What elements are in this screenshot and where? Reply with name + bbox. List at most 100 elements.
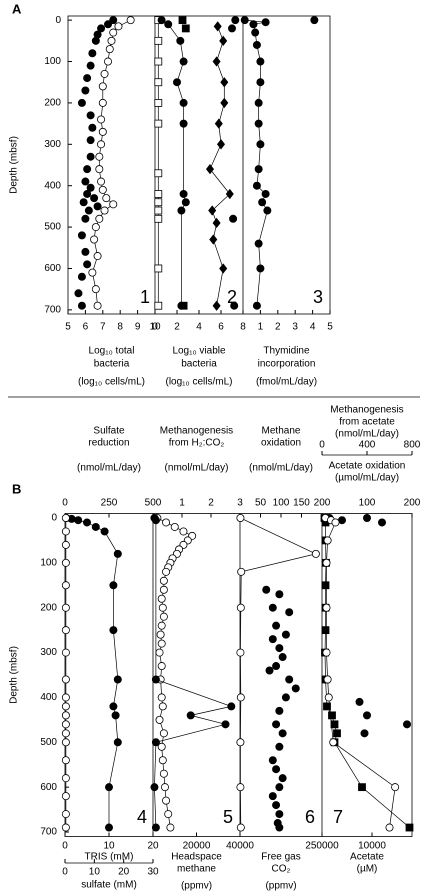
data-point [159, 769, 168, 778]
data-point [159, 585, 168, 594]
data-point [240, 16, 249, 25]
data-point [157, 662, 166, 671]
data-point [252, 40, 261, 49]
x-axis-label: Log₁₀ viable [172, 346, 226, 357]
y-tick-label: 500 [40, 737, 57, 748]
data-point [105, 783, 114, 792]
data-point [221, 720, 230, 729]
data-point [251, 28, 260, 37]
data-point [208, 205, 217, 216]
data-point [81, 247, 90, 256]
panel-number: 7 [333, 807, 343, 827]
data-point [278, 774, 287, 783]
x-tick-label: 7 [100, 322, 106, 333]
data-point [157, 621, 166, 630]
data-point [61, 693, 70, 702]
y-tick-label: 300 [40, 647, 57, 658]
data-point [61, 702, 70, 711]
y-axis-label: Depth (mbsf) [9, 646, 20, 704]
data-point [61, 648, 70, 657]
data-point [61, 540, 70, 549]
panel-number: 5 [223, 807, 233, 827]
y-tick-label: 100 [44, 56, 61, 67]
data-point [77, 98, 86, 107]
x-axis-label: Headspace [171, 852, 222, 863]
data-point [61, 603, 70, 612]
data-point [97, 140, 106, 149]
data-point [329, 738, 338, 747]
y-tick-label: 400 [44, 180, 61, 191]
top-tick-label: 500 [145, 498, 162, 509]
data-point [97, 115, 106, 124]
data-point [323, 702, 331, 711]
data-point [157, 16, 166, 25]
panel-number: 1 [140, 287, 150, 307]
data-point [262, 585, 271, 594]
x2-tick-label: 10 [89, 867, 101, 878]
top-axis-label: Methanogenesis [160, 426, 233, 437]
x-tick-label: 8 [117, 322, 123, 333]
x-tick-label: 2 [174, 322, 180, 333]
data-point [159, 576, 168, 585]
x-tick-label: 40000 [226, 841, 254, 852]
data-point [263, 206, 272, 215]
data-point [151, 738, 160, 747]
data-point [150, 783, 159, 792]
data-point [272, 662, 281, 671]
data-point [88, 49, 97, 58]
data-point [77, 301, 86, 310]
x-tick-label: 1 [258, 322, 264, 333]
x-axis-label: Acetate [350, 852, 384, 863]
top2-axis-label: from acetate [339, 417, 395, 428]
data-point [83, 74, 92, 83]
data-point [158, 702, 167, 711]
x-tick-label: 6 [218, 322, 224, 333]
data-point [154, 169, 163, 178]
data-point [170, 522, 179, 531]
data-point [285, 675, 294, 684]
x2-axis-label: sulfate (mM) [81, 880, 137, 891]
data-point [225, 188, 234, 200]
data-point [162, 567, 171, 576]
data-point [275, 783, 284, 792]
top-tick-label: 100 [359, 498, 376, 509]
data-point [212, 56, 221, 67]
data-point [61, 581, 70, 590]
data-point [268, 603, 277, 612]
data-point [330, 720, 339, 729]
profile-line [157, 517, 193, 828]
x-tick-label: 10 [103, 841, 115, 852]
data-point [61, 729, 70, 738]
data-point [205, 163, 215, 175]
data-point [157, 693, 166, 702]
x-axis-label: bacteria [94, 359, 130, 370]
data-point [154, 36, 163, 45]
data-point [323, 675, 332, 684]
data-point [323, 536, 332, 545]
data-point [166, 823, 175, 832]
data-point [179, 301, 188, 310]
data-point [61, 711, 70, 720]
data-point [154, 57, 163, 66]
data-point [321, 581, 330, 590]
top-axis-label: (nmol/mL/day) [165, 463, 229, 474]
data-point [249, 20, 258, 29]
data-point [275, 590, 284, 599]
data-point [256, 140, 265, 149]
data-point [328, 711, 336, 720]
x-axis-label: (fmol/mL/day) [256, 377, 317, 388]
data-point [86, 61, 95, 70]
x-axis-label: methane [177, 864, 216, 875]
data-point [181, 24, 190, 33]
x-axis-label: (log₁₀ cells/mL) [166, 377, 233, 388]
top-tick-label: 0 [62, 498, 68, 509]
data-point [102, 194, 111, 203]
data-point [126, 16, 135, 25]
data-point [256, 264, 265, 273]
data-point [212, 300, 221, 311]
data-point [104, 20, 113, 29]
data-point [405, 823, 414, 832]
data-point [81, 214, 90, 223]
data-point [360, 729, 369, 738]
top-axis-label: Methane [262, 426, 301, 437]
